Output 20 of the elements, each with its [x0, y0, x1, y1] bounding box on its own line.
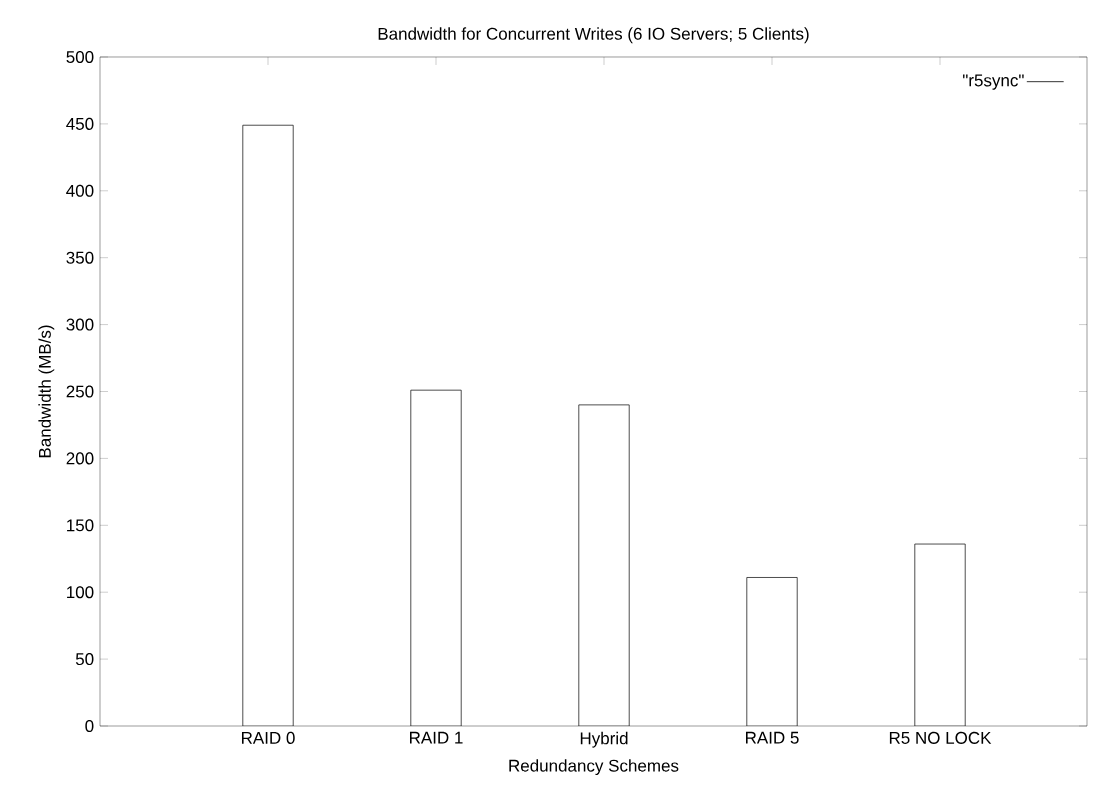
x-tick-label: RAID 5: [746, 731, 799, 744]
y-tick-label: 350: [66, 251, 94, 264]
x-tick-label: R5 NO LOCK: [889, 731, 992, 744]
y-tick-label: 100: [67, 586, 94, 599]
y-tick-label: 200: [66, 452, 94, 465]
y-tick-label: 500: [66, 50, 94, 64]
x-tick-label: RAID 0: [242, 731, 295, 744]
y-tick-label: 300: [66, 318, 94, 331]
y-tick-label: 400: [66, 184, 94, 197]
x-tick-label: Hybrid: [580, 731, 628, 748]
y-tick-label: 0: [85, 719, 94, 733]
chart-title: Bandwidth for Concurrent Writes (6 IO Servers; 5 Clients): [378, 27, 809, 44]
y-axis-title: Bandwidth (MB/s): [38, 325, 55, 458]
y-tick-label: 450: [66, 117, 94, 130]
y-tick-label: 50: [75, 653, 94, 666]
y-tick-label: 150: [67, 519, 94, 532]
x-axis-title: Redundancy Schemes: [509, 759, 679, 776]
text: "r5sync": [963, 74, 1024, 90]
x-tick-label: RAID 1: [410, 731, 463, 744]
y-tick-label: 250: [66, 385, 94, 398]
